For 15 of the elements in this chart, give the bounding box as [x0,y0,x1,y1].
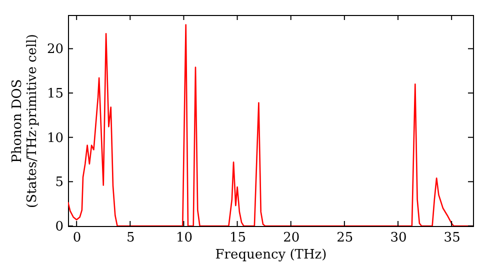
x-tick-label: 0 [72,230,82,246]
x-tick-label: 30 [390,230,407,246]
y-tick-label: 10 [46,130,64,146]
x-tick-label: 15 [230,230,246,246]
x-tick-label: 35 [444,230,460,246]
x-axis-title: Frequency (THz) [215,248,327,262]
y-tick-label: 20 [46,42,64,58]
y-tick-label: 5 [55,175,64,190]
y-axis-title: Phonon DOS (States/THz·primitive cell) [10,34,40,208]
x-tick-label: 25 [336,230,354,246]
x-tick-label: 5 [126,230,135,246]
x-tick-label: 10 [176,230,192,246]
x-tick-label: 20 [283,230,300,246]
y-tick-label: 0 [55,220,64,234]
y-tick-label: 15 [46,86,64,102]
